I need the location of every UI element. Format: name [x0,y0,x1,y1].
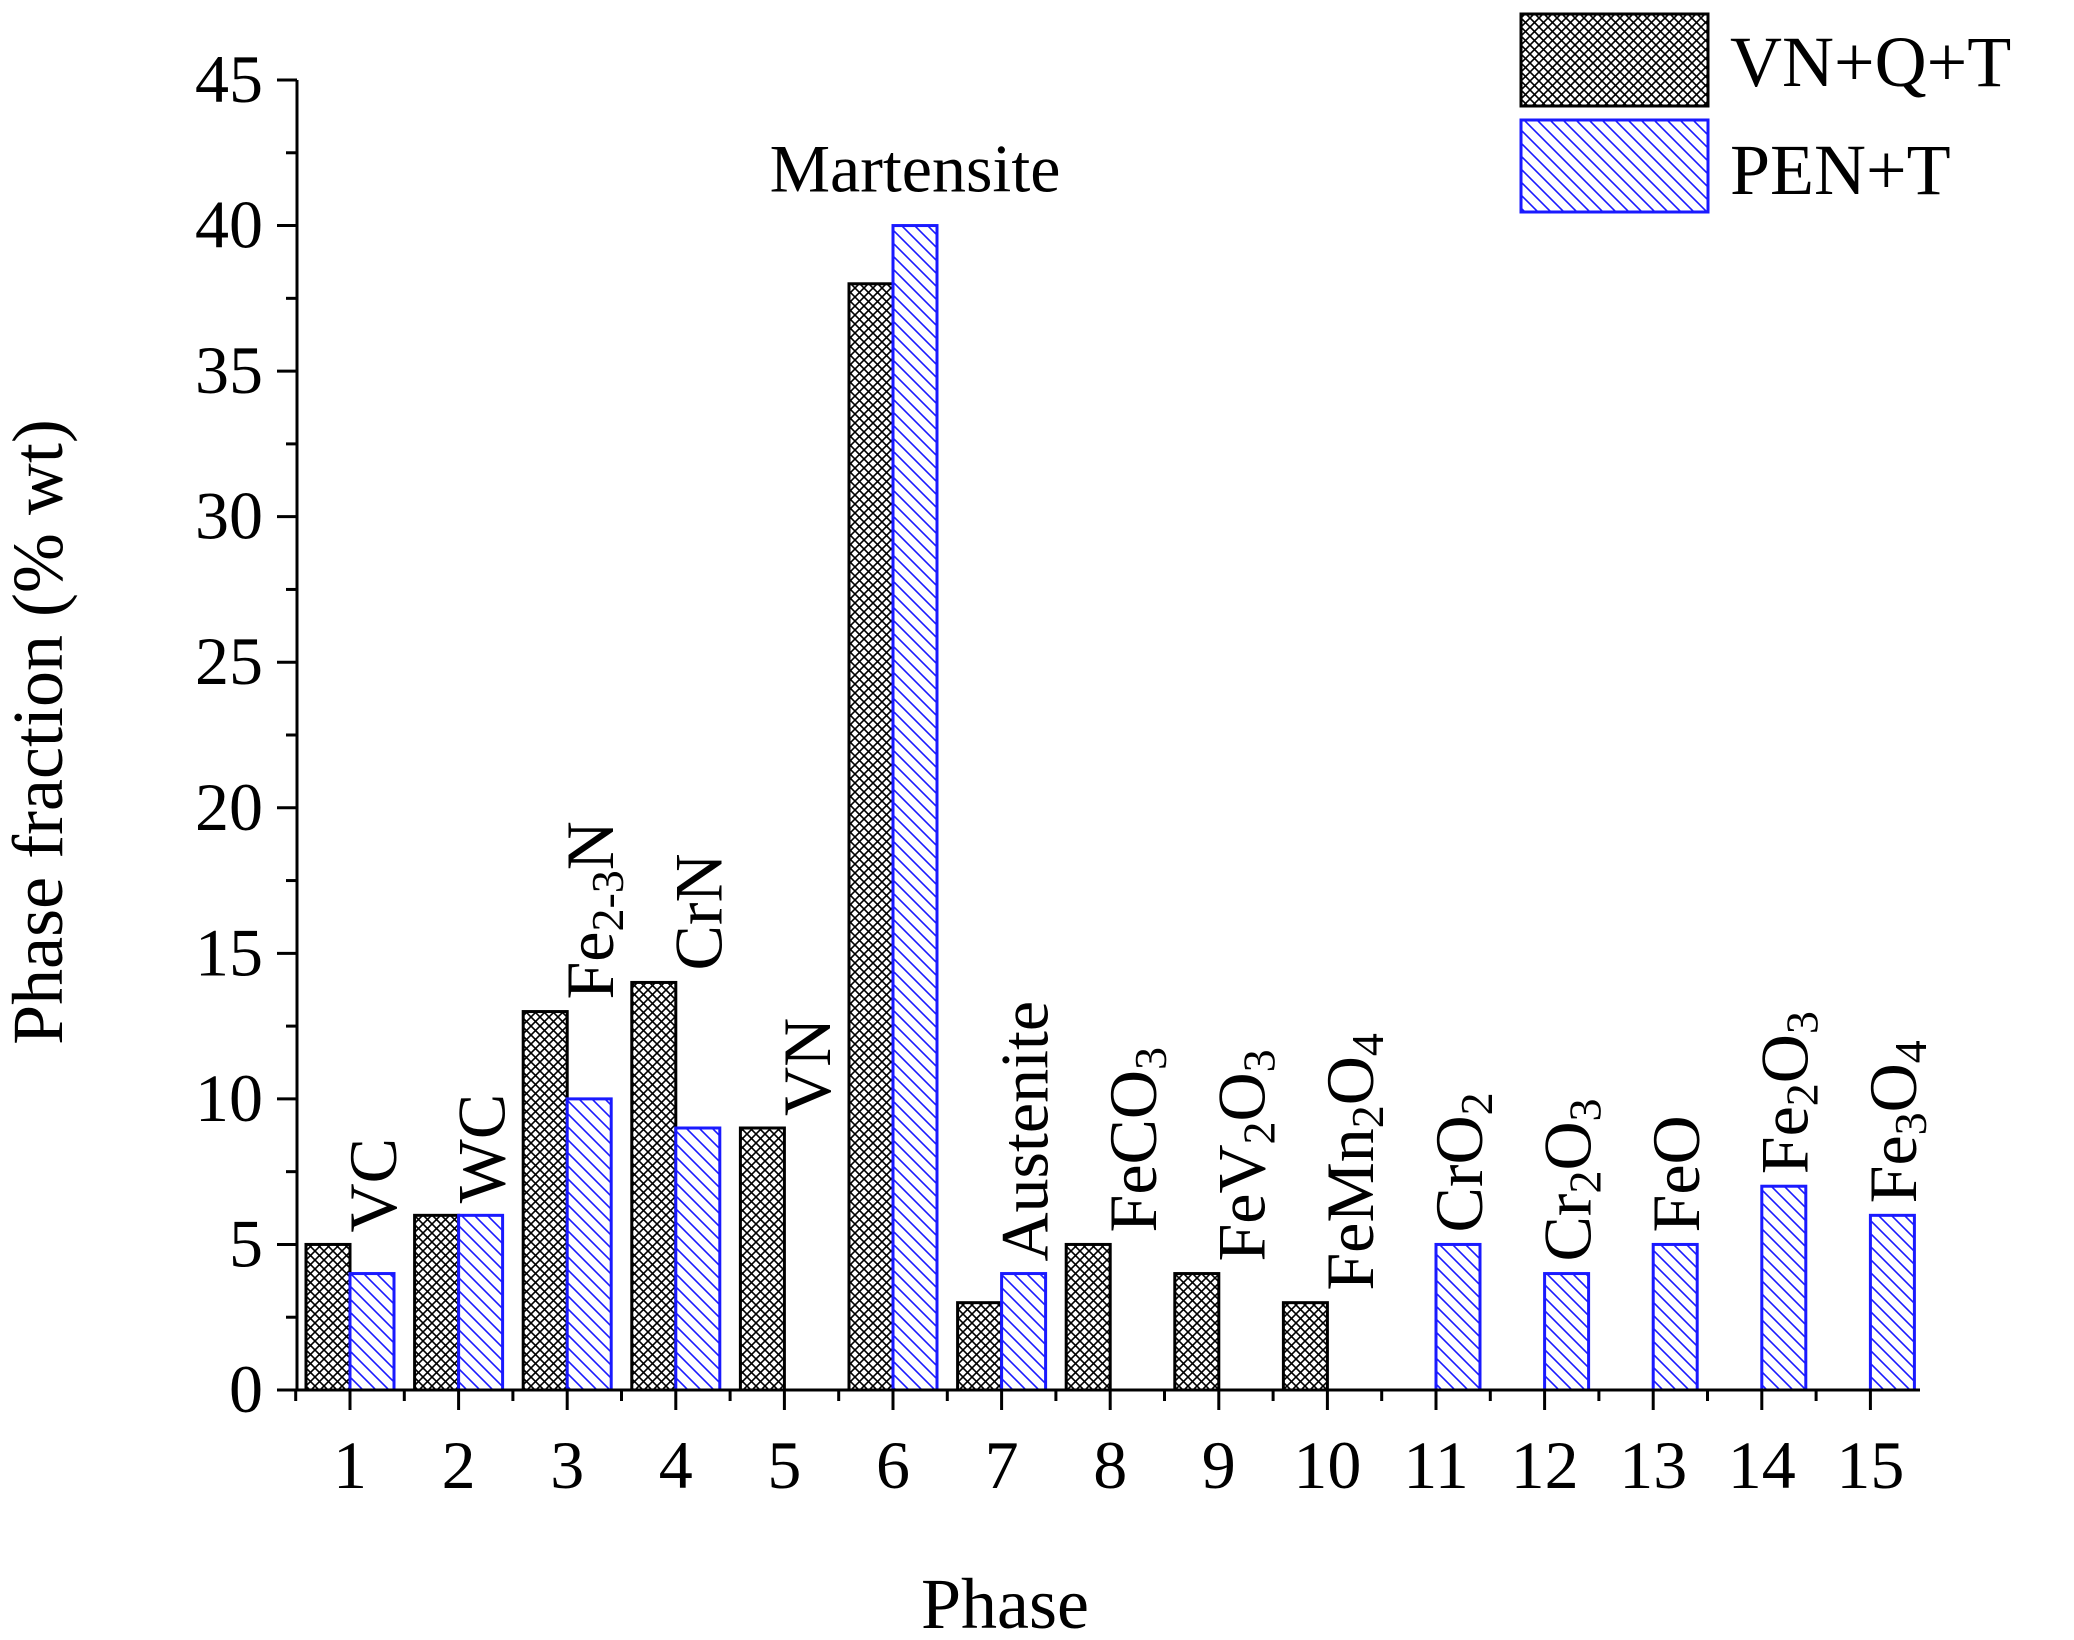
x-tick-label-9: 9 [1202,1427,1236,1503]
bar-pen-t-12 [1543,1272,1591,1392]
x-tick-label-14: 14 [1728,1427,1796,1503]
bar-vn-q-t-7 [956,1301,1004,1392]
y-tick-label-35: 35 [195,332,263,408]
bar-vn-q-t-3 [521,1010,569,1392]
y-tick-label-20: 20 [195,769,263,845]
bar-vn-q-t-9 [1173,1272,1221,1392]
y-tick-label-10: 10 [195,1060,263,1136]
legend: VN+Q+T PEN+T [1519,12,2011,214]
bar-vn-q-t-2 [413,1213,461,1392]
x-tick-label-8: 8 [1093,1427,1127,1503]
bar-pen-t-15 [1868,1213,1916,1392]
phase-label-7: Austenite [986,1001,1062,1262]
x-tick-label-3: 3 [550,1427,584,1503]
bar-vn-q-t-4 [630,980,678,1392]
y-tick-label-0: 0 [229,1351,263,1427]
phase-label-14: Fe2O3 [1747,1011,1828,1174]
bar-pen-t-13 [1651,1242,1699,1392]
phase-label-9: FeV2O3 [1204,1049,1285,1261]
y-axis-title: Phase fraction (% wt) [0,419,78,1045]
x-tick-label-12: 12 [1511,1427,1579,1503]
x-tick-label-6: 6 [876,1427,910,1503]
bar-vn-q-t-5 [738,1126,786,1392]
phase-labels-layer: VC WC Fe2-3N CrN VN Martensite Austenite FeCO3 F… [335,131,1937,1291]
bar-pen-t-1 [348,1272,396,1392]
bar-vn-q-t-1 [304,1242,352,1392]
x-axis-title: Phase [921,1564,1089,1640]
phase-label-15: Fe3O4 [1855,1040,1936,1203]
x-tick-label-4: 4 [659,1427,693,1503]
phase-label-10: FeMn2O4 [1312,1033,1393,1291]
x-tick-label-13: 13 [1619,1427,1687,1503]
y-tick-label-15: 15 [195,914,263,990]
bar-vn-q-t-8 [1064,1242,1112,1392]
bar-vn-q-t-6 [847,282,895,1392]
x-tick-label-5: 5 [767,1427,801,1503]
bar-pen-t-2 [457,1213,505,1392]
x-tick-label-10: 10 [1293,1427,1361,1503]
bar-pen-t-3 [565,1097,613,1392]
bar-pen-t-11 [1434,1242,1482,1392]
legend-label-pen-t: PEN+T [1730,130,1951,210]
phase-label-1: VC [335,1138,411,1232]
y-tick-label-40: 40 [195,187,263,263]
bar-pen-t-7 [1000,1272,1048,1392]
bar-pen-t-6 [891,224,939,1392]
x-tick-label-7: 7 [985,1427,1019,1503]
phase-label-3: Fe2-3N [552,821,633,999]
bars-layer [304,224,1916,1392]
phase-label-5: VN [769,1018,845,1116]
x-tick-label-2: 2 [442,1427,476,1503]
y-tick-label-5: 5 [229,1205,263,1281]
phase-label-4: CrN [661,853,737,970]
bar-vn-q-t-10 [1281,1301,1329,1392]
x-tick-label-1: 1 [333,1427,367,1503]
legend-label-vn-q-t: VN+Q+T [1730,22,2011,102]
x-tick-label-15: 15 [1836,1427,1904,1503]
phase-label-13: FeO [1638,1115,1714,1232]
phase-label-12: Cr2O3 [1529,1098,1610,1261]
legend-swatch-vn-q-t [1519,12,1710,108]
x-tick-label-11: 11 [1403,1427,1468,1503]
bar-pen-t-14 [1760,1184,1808,1392]
phase-label-8: FeCO3 [1095,1047,1176,1232]
legend-swatch-pen-t [1519,118,1710,214]
y-tick-label-25: 25 [195,623,263,699]
phase-label-2: WC [443,1094,519,1204]
y-tick-label-30: 30 [195,478,263,554]
bar-pen-t-4 [674,1126,722,1392]
y-tick-label-45: 45 [195,41,263,117]
phase-label-11: CrO2 [1421,1092,1502,1232]
phase-label-6: Martensite [770,131,1061,207]
